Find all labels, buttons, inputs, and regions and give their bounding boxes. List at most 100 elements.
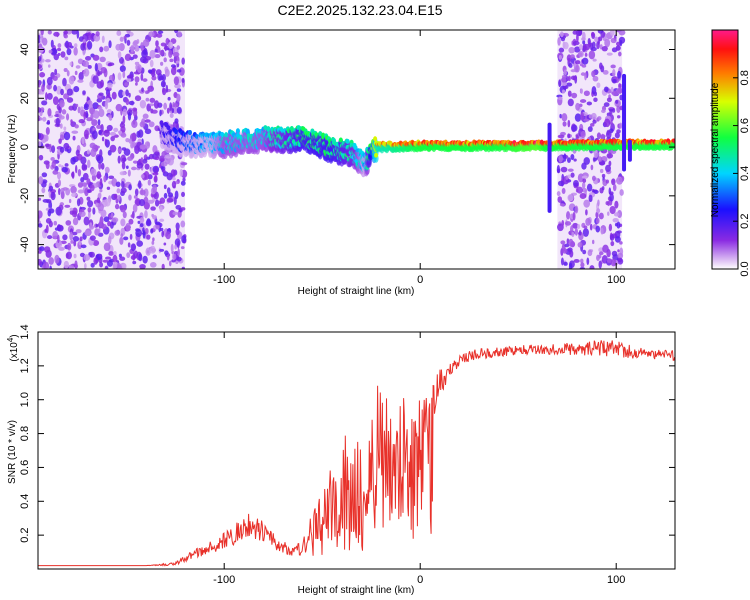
noise-speckle: [572, 211, 576, 221]
snr-multiplier-label: (x104): [6, 334, 20, 361]
noise-speckle: [616, 105, 621, 114]
noise-speckle: [142, 229, 146, 239]
noise-speckle: [169, 112, 174, 119]
noise-speckle: [123, 236, 129, 241]
noise-speckle: [126, 252, 131, 258]
noise-speckle: [98, 108, 105, 118]
spectrogram-y-tick-label: 0: [19, 144, 31, 150]
noise-speckle: [122, 70, 126, 79]
noise-speckle: [38, 250, 42, 254]
noise-speckle: [106, 109, 112, 114]
noise-speckle: [605, 201, 609, 206]
noise-speckle: [165, 37, 170, 45]
noise-speckle: [110, 212, 114, 218]
noise-speckle: [127, 156, 134, 161]
noise-speckle: [568, 62, 573, 68]
noise-speckle: [98, 106, 103, 110]
noise-speckle: [99, 262, 104, 268]
noise-speckle: [62, 187, 69, 191]
snr-x-tick-label: -100: [213, 574, 235, 586]
noise-speckle: [119, 204, 127, 213]
noise-speckle: [125, 165, 129, 169]
noise-speckle: [578, 229, 582, 236]
noise-speckle: [601, 186, 605, 191]
noise-speckle: [568, 262, 573, 269]
noise-speckle: [161, 74, 166, 82]
noise-speckle: [580, 88, 584, 94]
noise-speckle: [564, 221, 572, 226]
noise-speckle: [104, 265, 109, 269]
noise-speckle: [82, 39, 86, 43]
noise-speckle: [100, 209, 107, 218]
noise-speckle: [41, 172, 48, 178]
noise-speckle: [558, 79, 562, 88]
snr-frame: [37, 331, 676, 570]
noise-speckle: [66, 88, 73, 96]
noise-speckle: [125, 98, 130, 106]
noise-speckle: [97, 69, 101, 77]
spectrogram-y-tick-label: -40: [19, 237, 31, 253]
noise-speckle: [63, 30, 69, 35]
noise-speckle: [72, 135, 76, 141]
noise-speckle: [557, 196, 563, 203]
noise-speckle: [87, 210, 91, 219]
noise-speckle: [136, 162, 144, 169]
noise-speckle: [149, 262, 157, 268]
noise-speckle: [168, 41, 174, 49]
noise-speckle: [81, 182, 88, 187]
noise-speckle: [567, 133, 571, 139]
noise-speckle: [159, 49, 164, 56]
noise-speckle: [98, 228, 101, 234]
noise-speckle: [598, 36, 603, 42]
noise-speckle: [116, 188, 121, 194]
noise-speckle: [38, 55, 42, 62]
noise-speckle: [616, 129, 621, 134]
noise-speckle: [582, 178, 587, 183]
noise-speckle: [83, 263, 87, 269]
noise-speckle: [575, 60, 581, 65]
noise-speckle: [138, 198, 146, 207]
noise-speckle: [77, 169, 82, 177]
noise-speckle: [117, 51, 122, 59]
noise-speckle: [60, 51, 66, 58]
noise-speckle: [104, 256, 112, 260]
noise-speckle: [59, 123, 63, 129]
noise-speckle: [567, 174, 571, 179]
noise-speckle: [174, 244, 177, 250]
noise-speckle: [591, 70, 596, 78]
signal-point: [266, 126, 271, 132]
noise-speckle: [65, 113, 70, 121]
noise-speckle: [580, 262, 585, 268]
snr-y-tick-label: 0.8: [19, 426, 31, 441]
noise-speckle: [598, 260, 602, 269]
noise-speckle: [113, 250, 117, 256]
noise-speckle: [52, 96, 59, 106]
noise-speckle: [593, 91, 598, 97]
noise-speckle: [46, 92, 53, 100]
noise-speckle: [580, 111, 585, 121]
snr-x-tick-label: 0: [417, 574, 423, 586]
noise-speckle: [575, 102, 581, 111]
noise-speckle: [559, 31, 564, 38]
noise-speckle: [605, 164, 611, 173]
noise-speckle: [146, 234, 151, 240]
noise-speckle: [152, 172, 159, 176]
noise-speckle: [597, 156, 603, 163]
noise-speckle: [606, 52, 613, 56]
noise-speckle: [127, 169, 131, 177]
noise-speckle: [75, 103, 79, 108]
noise-speckle: [45, 161, 50, 170]
noise-speckle: [69, 207, 74, 211]
noise-speckle: [144, 227, 149, 235]
noise-speckle: [58, 112, 62, 119]
snr-y-tick-label: 1.0: [19, 392, 31, 407]
noise-speckle: [583, 157, 590, 165]
noise-speckle: [53, 53, 59, 61]
noise-speckle: [595, 211, 599, 219]
noise-speckle: [585, 217, 591, 226]
noise-speckle: [612, 184, 617, 192]
noise-speckle: [559, 203, 565, 207]
noise-speckle: [173, 253, 177, 260]
noise-speckle: [572, 40, 580, 46]
snr-panel: -100 0 100 0.2 0.4 0.6 0.8 1.0 1.2 1.4 Height of…: [6, 324, 676, 596]
